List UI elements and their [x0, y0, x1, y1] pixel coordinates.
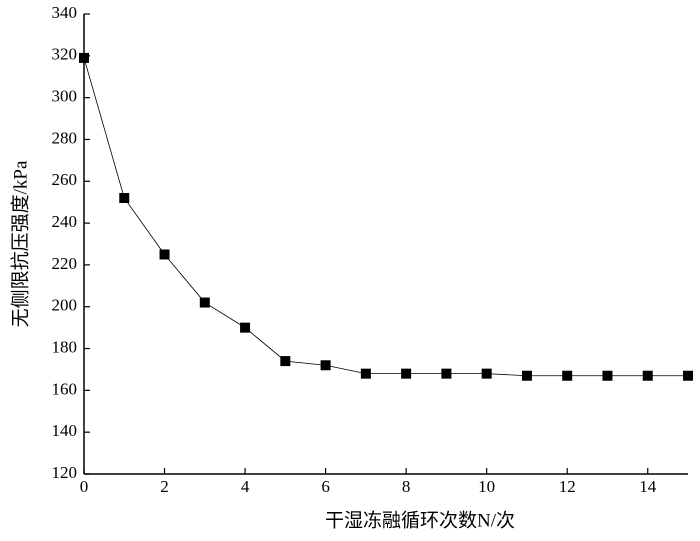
y-tick-label: 200 — [52, 296, 78, 315]
data-point — [401, 368, 412, 379]
y-tick-label: 340 — [52, 3, 78, 22]
y-tick-label: 160 — [52, 379, 78, 398]
data-point — [280, 356, 291, 367]
x-tick-label: 10 — [478, 477, 495, 496]
y-tick-label: 280 — [52, 128, 78, 147]
x-tick-label: 14 — [639, 477, 657, 496]
y-tick-label: 240 — [52, 212, 78, 231]
data-point — [199, 297, 210, 308]
data-point — [119, 193, 130, 203]
data-point — [521, 370, 532, 381]
x-tick-label: 0 — [80, 477, 89, 496]
data-point — [320, 360, 331, 371]
data-point — [159, 249, 170, 260]
y-tick-label: 220 — [52, 254, 78, 273]
x-tick-label: 2 — [160, 477, 169, 496]
data-point — [562, 370, 573, 381]
y-tick-label: 320 — [52, 45, 78, 64]
y-tick-label: 120 — [52, 463, 78, 482]
data-point — [642, 370, 653, 381]
data-point — [602, 370, 613, 381]
data-point — [360, 368, 371, 379]
y-tick-label: 180 — [52, 337, 78, 356]
data-point — [441, 368, 452, 379]
y-tick-label: 140 — [52, 421, 78, 440]
data-point — [481, 368, 492, 379]
data-line — [83, 57, 688, 377]
x-tick-label: 12 — [559, 477, 576, 496]
x-tick-label: 8 — [402, 477, 411, 496]
data-point — [79, 52, 89, 63]
x-axis-title: 干湿冻融循环次数N/次 — [325, 509, 515, 531]
x-tick-label: 6 — [321, 477, 330, 496]
y-tick-label: 300 — [52, 87, 78, 106]
x-tick-label: 4 — [241, 477, 250, 496]
data-point — [240, 322, 251, 333]
y-axis-title: 无侧限抗压强度/kPa — [9, 160, 31, 327]
data-point — [683, 370, 693, 381]
y-tick-label: 260 — [52, 170, 78, 189]
